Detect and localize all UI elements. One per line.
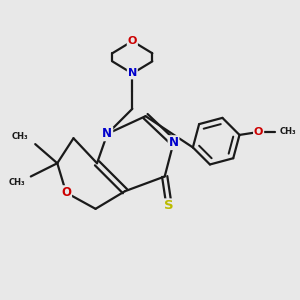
- Text: CH₃: CH₃: [11, 132, 28, 141]
- Text: O: O: [254, 127, 263, 137]
- Text: CH₃: CH₃: [279, 128, 296, 136]
- Text: CH₃: CH₃: [8, 178, 25, 187]
- Text: N: N: [102, 127, 112, 140]
- Text: O: O: [128, 36, 137, 46]
- Text: O: O: [61, 186, 71, 199]
- Text: N: N: [128, 68, 137, 79]
- Text: S: S: [164, 200, 174, 212]
- Text: N: N: [169, 136, 178, 149]
